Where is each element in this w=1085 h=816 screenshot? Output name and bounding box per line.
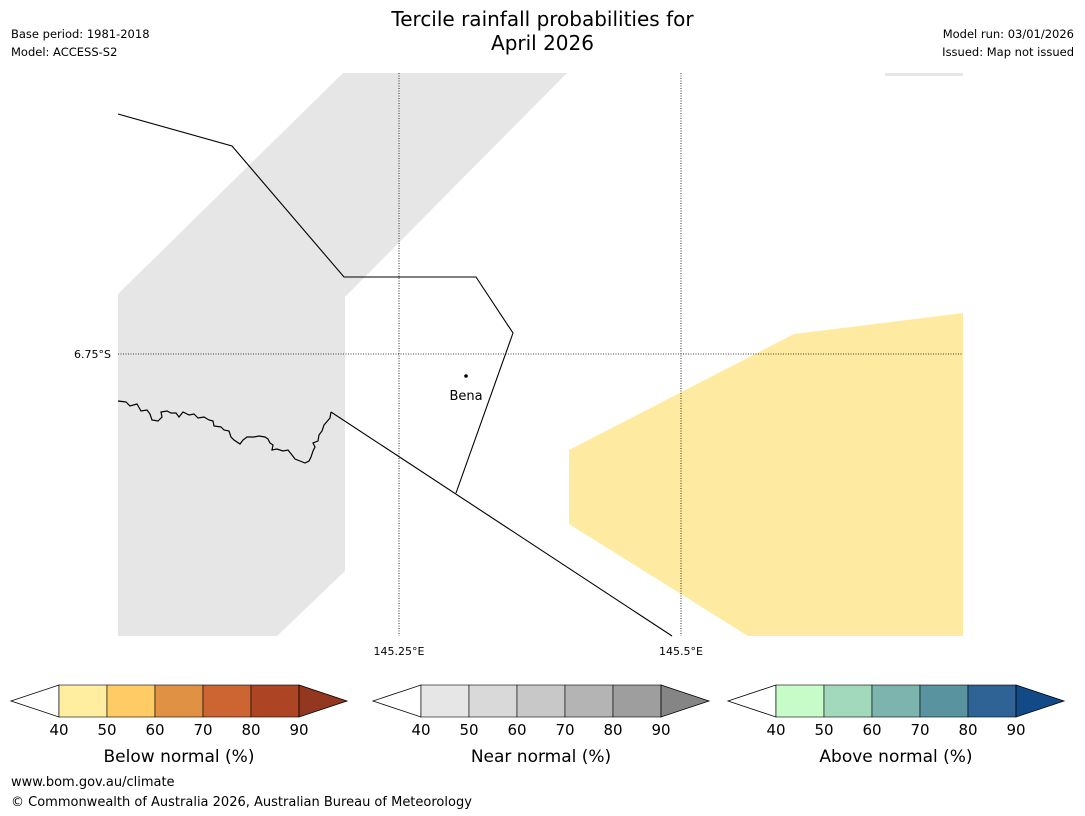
legend-tick-label: 40 (766, 721, 785, 739)
header-left-meta: Base period: 1981-2018 Model: ACCESS-S2 (11, 25, 150, 61)
legend-swatch (420, 684, 470, 718)
model-name: Model: ACCESS-S2 (11, 45, 118, 59)
legend-title: Below normal (%) (104, 747, 255, 767)
legend-swatch (564, 684, 614, 718)
colorbar-legends: 40 50 60 70 80 90 Below normal (%) 40 50 60 70 80 90… (9, 684, 1066, 767)
legend-swatch (516, 684, 566, 718)
legend-tick-label: 90 (289, 721, 308, 739)
legend-under-triangle (371, 684, 422, 718)
legend-under-triangle (726, 684, 777, 718)
near-normal-region (118, 73, 567, 636)
legend-over-triangle (660, 684, 711, 718)
legend-swatch (250, 684, 300, 718)
legend-swatch (106, 684, 156, 718)
legend-2: 40 50 60 70 80 90 Above normal (%) (726, 684, 1066, 767)
legend-tick-label: 70 (555, 721, 574, 739)
lat-label: 6.75°S (74, 348, 111, 361)
top-right-sliver (885, 73, 963, 76)
legend-swatch (823, 684, 873, 718)
legend-swatch (202, 684, 252, 718)
map-plot-area (117, 73, 963, 637)
title-line-1: Tercile rainfall probabilities for (391, 7, 694, 31)
legend-tick-label: 80 (603, 721, 622, 739)
legend-tick-label: 70 (193, 721, 212, 739)
legend-swatch (775, 684, 825, 718)
legend-over-triangle (1015, 684, 1066, 718)
legend-tick-label: 90 (1006, 721, 1025, 739)
legend-tick-label: 60 (862, 721, 881, 739)
legend-tick-label: 90 (651, 721, 670, 739)
legend-tick-label: 80 (958, 721, 977, 739)
legend-tick-label: 50 (97, 721, 116, 739)
lon-label-2: 145.5°E (659, 645, 703, 658)
footer-website: www.bom.gov.au/climate (11, 775, 175, 790)
legend-tick-label: 40 (49, 721, 68, 739)
legend-tick-label: 40 (411, 721, 430, 739)
title-line-2: April 2026 (491, 31, 594, 55)
legend-swatch (58, 684, 108, 718)
legend-swatch (612, 684, 662, 718)
legend-tick-label: 60 (145, 721, 164, 739)
legend-swatch (154, 684, 204, 718)
legend-tick-label: 70 (910, 721, 929, 739)
footer-copyright: © Commonwealth of Australia 2026, Austra… (11, 795, 472, 810)
header-right-meta: Model run: 03/01/2026 Issued: Map not is… (942, 25, 1074, 61)
legend-swatch (967, 684, 1017, 718)
bena-marker (464, 374, 468, 378)
legend-title: Near normal (%) (471, 747, 611, 767)
legend-tick-label: 60 (507, 721, 526, 739)
boundary-line-north (117, 113, 514, 494)
model-run: Model run: 03/01/2026 (942, 27, 1074, 41)
legend-swatch (468, 684, 518, 718)
legend-0: 40 50 60 70 80 90 Below normal (%) (9, 684, 349, 767)
legend-1: 40 50 60 70 80 90 Near normal (%) (371, 684, 711, 767)
lon-label-1: 145.25°E (374, 645, 425, 658)
legend-tick-label: 50 (814, 721, 833, 739)
river-line (117, 400, 332, 464)
legend-swatch (871, 684, 921, 718)
legend-swatch (919, 684, 969, 718)
issued-status: Issued: Map not issued (942, 45, 1074, 59)
below-normal-region (569, 313, 963, 636)
base-period: Base period: 1981-2018 (11, 27, 150, 41)
legend-tick-label: 50 (459, 721, 478, 739)
place-label-bena: Bena (449, 389, 482, 404)
map-title: Tercile rainfall probabilities for April… (0, 7, 1085, 55)
legend-tick-label: 80 (241, 721, 260, 739)
legend-under-triangle (9, 684, 60, 718)
legend-over-triangle (298, 684, 349, 718)
boundary-line-south (330, 411, 673, 637)
legend-title: Above normal (%) (819, 747, 972, 767)
